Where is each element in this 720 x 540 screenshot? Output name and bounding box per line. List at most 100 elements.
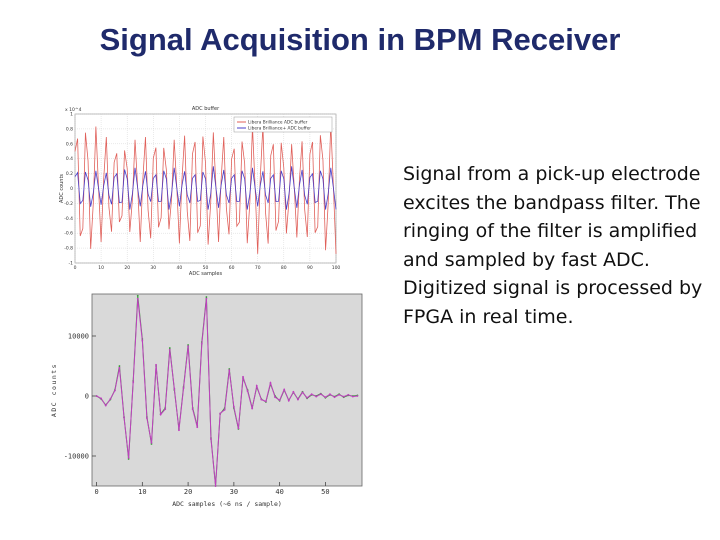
y-tick-label: -1 [69,261,74,267]
x-tick-label: 30 [230,488,238,496]
data-point-magenta [306,396,308,399]
x-tick-label: 50 [203,265,209,271]
y-tick-label: 0 [85,393,89,401]
y-tick-label: -0.4 [64,216,73,222]
data-point-magenta [251,407,254,410]
data-point-magenta [214,485,217,487]
data-point-magenta [297,398,299,401]
x-tick-label: 20 [124,265,130,271]
y-tick-label: 0.8 [66,126,73,132]
y-tick-label: 10000 [68,333,89,341]
series-line-magenta [96,298,358,487]
data-point-magenta [232,405,235,408]
data-point-magenta [237,427,240,430]
data-point-magenta [292,390,295,393]
data-point-magenta [123,416,125,419]
y-tick-label: 0.6 [66,141,73,147]
data-point-magenta [246,390,249,393]
data-point-magenta [342,395,345,398]
data-point-magenta [255,384,258,387]
x-tick-label: 0 [94,488,98,496]
data-point-magenta [182,387,185,390]
data-point-magenta [159,413,162,416]
data-point-magenta [315,395,318,398]
data-point-magenta [278,399,281,402]
data-point-magenta [155,363,157,366]
data-point-magenta [191,408,194,411]
data-point-magenta [228,369,231,372]
x-tick-label: 20 [184,488,192,496]
data-point-magenta [219,412,222,415]
data-point-magenta [136,297,139,300]
x-tick-label: 40 [275,488,283,496]
data-point-magenta [310,393,313,396]
y-tick-label: 0.4 [66,156,73,162]
series-line-brilliance-plus [74,166,337,210]
data-point-magenta [223,408,226,411]
data-point-green [168,347,171,349]
x-tick-label: 70 [255,265,261,271]
y-tick-label: -0.8 [64,246,73,252]
data-point-magenta [168,348,171,351]
x-tick-label: 50 [321,488,329,496]
data-point-magenta [356,395,359,397]
data-point-magenta [173,387,176,390]
legend-box [233,116,333,133]
data-point-magenta [347,393,350,396]
x-tick-label: 10 [98,265,104,271]
data-point-magenta [146,417,148,420]
y-axis-label: ADC counts [50,363,58,417]
data-point-magenta [210,438,212,441]
y-axis-label: ADC counts [59,174,65,203]
data-point-magenta [100,397,103,400]
data-point-magenta [269,381,272,384]
data-point-magenta [242,375,244,378]
x-tick-label: 90 [307,265,313,271]
data-point-magenta [187,345,190,348]
chart-title: ADC buffer [192,106,220,112]
data-point-magenta [274,396,276,399]
data-point-magenta [178,429,180,432]
legend-entry: Libera Brilliance ADC buffer [248,120,308,126]
data-point-magenta [95,395,98,397]
data-point-magenta [113,389,116,392]
data-point-magenta [319,393,322,396]
data-point-magenta [150,441,153,444]
data-point-magenta [118,366,121,369]
data-point-magenta [127,456,130,459]
description-text: Signal from a pick-up electrode excites … [403,163,703,328]
data-point-magenta [260,398,263,401]
adc-samples-chart: 0 10 20 30 40 50 10000 0 -10000 ADC samples (~6 n… [48,288,366,512]
y-multiplier: x 10^4 [65,107,82,113]
x-axis-label: ADC samples (~6 ns / sample) [172,500,282,508]
data-point-magenta [109,398,112,400]
data-point-magenta [287,399,290,402]
x-tick-label: 100 [332,265,341,271]
data-point-magenta [283,388,286,391]
series-line-brilliance [74,123,337,254]
data-point-magenta [200,342,203,345]
x-tick-label: 80 [281,265,287,271]
x-tick-label: 0 [74,265,77,271]
data-point-magenta [351,395,354,398]
y-tick-label: 0 [70,186,73,192]
x-tick-label: 40 [177,265,183,271]
data-point-magenta [324,396,327,399]
adc-buffer-chart: 0 10 20 30 40 50 60 70 80 90 100 -1 -0.8 -0.6 -0.4 -0.2… [58,102,344,278]
y-tick-label: -0.6 [64,231,73,237]
data-point-magenta [164,408,167,411]
legend-entry: Libera Brilliance+ ADC buffer [248,126,311,132]
data-point-magenta [141,339,144,342]
data-point-magenta [333,396,336,399]
data-point-magenta [338,393,341,396]
data-point-magenta [265,400,267,403]
slide-title: Signal Acquisition in BPM Receiver [99,22,621,57]
data-point-magenta [205,297,208,300]
data-point-green [118,365,121,367]
x-tick-label: 10 [138,488,146,496]
x-tick-label: 60 [229,265,235,271]
data-point-green [205,296,208,298]
y-tick-label: -0.2 [64,201,73,207]
x-tick-label: 30 [150,265,156,271]
data-point-magenta [329,393,331,396]
